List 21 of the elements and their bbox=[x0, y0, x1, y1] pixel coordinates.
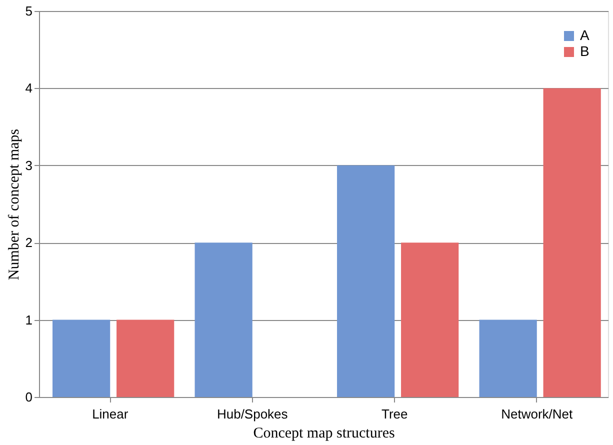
x-tick-label: Linear bbox=[92, 406, 129, 422]
bar bbox=[52, 320, 110, 397]
bar bbox=[194, 242, 252, 397]
y-tick-label: 3 bbox=[25, 158, 32, 173]
y-tick-label: 1 bbox=[25, 312, 32, 328]
bar bbox=[116, 320, 174, 397]
bar bbox=[543, 88, 601, 397]
x-tick-label: Tree bbox=[382, 406, 408, 422]
x-tick-label: Network/Net bbox=[501, 406, 574, 422]
y-tick-label: 4 bbox=[25, 80, 32, 96]
x-axis-title: Concept map structures bbox=[253, 426, 395, 442]
bar bbox=[479, 320, 537, 397]
y-tick-label: 0 bbox=[25, 390, 32, 404]
y-axis-title: Number of concept maps bbox=[6, 128, 22, 280]
bar bbox=[337, 165, 395, 397]
legend-label: B bbox=[580, 43, 590, 59]
y-tick-label: 2 bbox=[25, 235, 32, 250]
bar bbox=[401, 242, 459, 397]
legend-label: A bbox=[580, 27, 590, 43]
y-tick-label: 5 bbox=[25, 4, 32, 18]
x-tick-label: Hub/Spokes bbox=[216, 406, 288, 422]
